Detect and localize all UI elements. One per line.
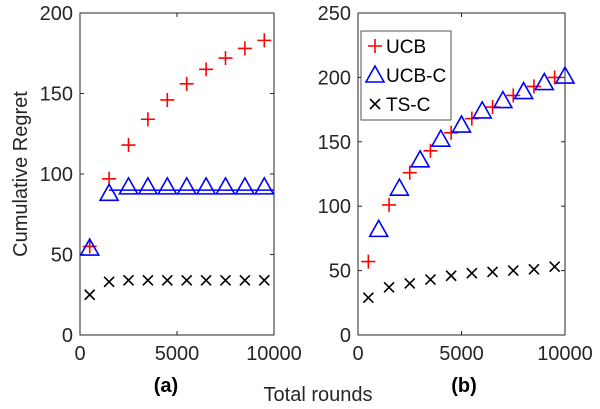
panel-b-ts-c-point	[507, 265, 519, 277]
panel-a-ucb-c-point	[98, 182, 120, 202]
panel-b-ucb-c-point	[409, 149, 431, 168]
panel-a-ts-c-point	[200, 274, 212, 286]
panel-a-ucb-point	[218, 51, 233, 66]
panel-a-ucb-point	[257, 33, 272, 48]
panel-a-ucb-point	[199, 62, 214, 77]
panel-a-ytick-label: 0	[62, 325, 73, 347]
panel-a-xtick-label: 5000	[155, 343, 200, 365]
legend: UCB UCB-C TS-C	[360, 30, 452, 121]
panel-b-xtick-label: 0	[352, 343, 363, 365]
panel-a-series-ts-c	[84, 274, 270, 301]
panel-b-ts-c-point	[445, 270, 457, 282]
panel-a-ucb-c-point	[137, 176, 159, 195]
panel-b-ucb-c-point	[533, 71, 555, 91]
panel-a-ucb-c-point	[215, 176, 236, 195]
panel-a-ucb-point	[160, 92, 175, 107]
panel-a-ucb-point	[140, 112, 155, 127]
panel-a-ts-c-point	[84, 289, 96, 301]
panel-b-series-ts-c	[362, 261, 561, 304]
panel-a-ts-c-point	[122, 274, 135, 286]
panel-a-ucb-c-point	[118, 176, 139, 195]
panel-b-ucb-point	[382, 197, 397, 212]
panel-b-xtick-label: 5000	[439, 343, 484, 365]
panel-a-ucb-c-point	[234, 176, 256, 195]
panel-a-ucb-c-point	[253, 176, 275, 195]
panel-a-ytick-label: 150	[40, 84, 73, 106]
panel-b-ucb-c-point	[492, 89, 514, 109]
panel-b-ytick-label: 200	[318, 67, 351, 89]
panel-a-ytick-label: 100	[40, 164, 73, 186]
panel-a-ts-c-point	[181, 274, 193, 286]
panel-a-ytick-label: 50	[51, 245, 73, 267]
panel-a-ucb-point	[121, 138, 136, 153]
panel-b-ucb-point	[402, 165, 417, 180]
panel-b-ucb-c-point	[451, 114, 472, 133]
panel-b-ts-c-point	[549, 261, 561, 273]
panel-a-ucb-c-point	[195, 176, 217, 195]
panel-b-label: (b)	[451, 375, 477, 397]
panel-b-ts-c-point	[362, 292, 374, 304]
panel-b-ts-c-point	[528, 263, 540, 275]
legend-ucb-label: UCB	[386, 37, 426, 58]
panel-b-ts-c-point	[466, 267, 478, 279]
panel-b-ucb-c-point	[389, 177, 410, 196]
panel-a-series-ucb	[82, 33, 272, 254]
panel-b-ts-c-point	[404, 277, 416, 290]
panel-a-label: (a)	[154, 375, 178, 397]
panel-a-ytick-label: 200	[40, 3, 73, 25]
panel-b-ts-c-point	[486, 266, 499, 278]
legend-ucb-c-marker	[364, 64, 386, 83]
panel-b-ytick-label: 150	[318, 132, 351, 154]
panel-b-ucb-point	[526, 79, 541, 94]
panel-a: 0 5000 10000 0 50 100 150 200 (a)	[40, 3, 302, 397]
panel-a-ucb-c-point	[176, 176, 198, 195]
panel-a-ts-c-point	[142, 274, 154, 286]
panel-a-ts-c-point	[103, 276, 115, 288]
panel-a-series-ucb-c	[79, 176, 275, 256]
panel-b-ytick-label: 250	[318, 3, 351, 25]
y-axis-label: Cumulative Regret	[10, 91, 32, 257]
panel-b-xtick-label: 10000	[537, 343, 593, 365]
panel-a-ts-c-point	[239, 274, 251, 286]
panel-a-ts-c-point	[161, 274, 173, 286]
panel-b-ucb-c-point	[471, 100, 493, 119]
legend-ucb-c-label: UCB-C	[386, 66, 446, 87]
legend-ts-c-label: TS-C	[386, 95, 430, 116]
panel-b-ytick-label: 0	[340, 325, 351, 347]
panel-b-ucb-point	[506, 88, 521, 103]
panel-a-ucb-c-point	[156, 176, 178, 195]
panel-b-series-ucb	[361, 70, 562, 269]
panel-a-ts-c-point	[219, 274, 232, 286]
panel-b-ts-c-point	[383, 281, 395, 293]
panel-b-ytick-label: 50	[329, 261, 351, 283]
panel-b-ucb-c-point	[513, 80, 534, 100]
panel-b: 0 5000 10000 0 50 100 150 200 250 UCB UCB-C TS-C (…	[318, 3, 593, 397]
panel-a-ucb-point	[237, 41, 252, 56]
panel-a-ucb-c-point	[79, 237, 101, 256]
panel-b-ucb-point	[423, 143, 438, 158]
panel-b-series-ucb-c	[368, 65, 576, 238]
legend-ts-c-marker	[369, 98, 381, 110]
legend-ucb-marker	[368, 39, 382, 53]
panel-b-ucb-c-point	[368, 218, 390, 238]
panel-a-ucb-point	[179, 76, 194, 91]
panel-b-ts-c-point	[424, 274, 437, 286]
panel-a-ts-c-point	[258, 274, 270, 286]
x-axis-label: Total rounds	[264, 384, 373, 406]
panel-b-ucb-c-point	[430, 128, 452, 148]
panel-b-ucb-c-point	[554, 65, 576, 84]
panel-a-xtick-label: 10000	[246, 343, 302, 365]
panel-a-xtick-label: 0	[74, 343, 85, 365]
panel-b-ytick-label: 100	[318, 196, 351, 218]
panel-b-ucb-point	[361, 254, 376, 269]
